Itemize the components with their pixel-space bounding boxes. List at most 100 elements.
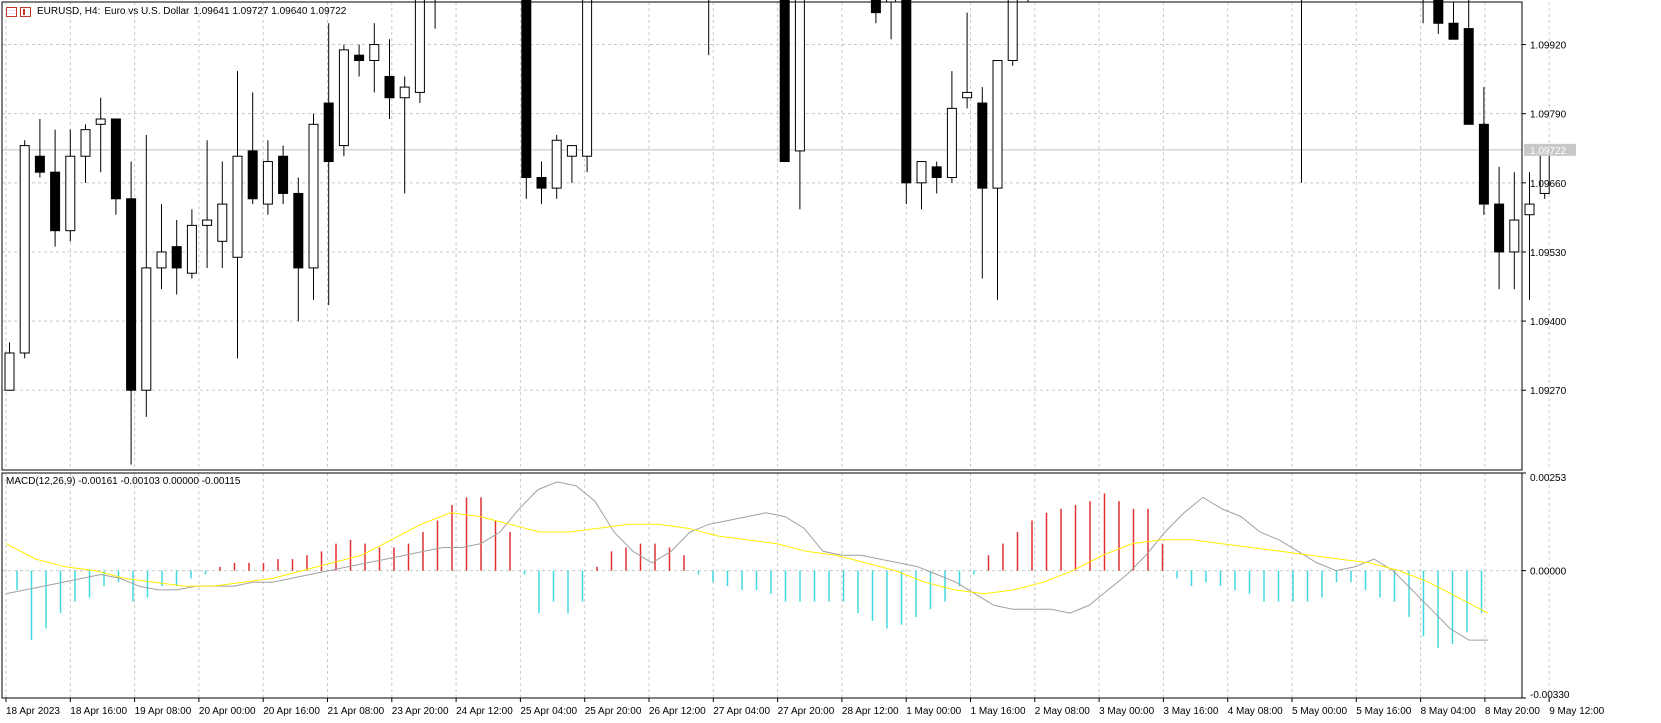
x-tick-label: 3 May 00:00 [1099, 706, 1154, 717]
bear-candle [931, 166, 942, 178]
y-tick-label: 1.09270 [1530, 386, 1567, 397]
bull-candle [794, 0, 805, 152]
price-pane-border [1, 1, 1523, 471]
y-tick-label: 1.09920 [1530, 41, 1567, 52]
x-tick-label: 9 May 12:00 [1549, 706, 1604, 717]
bull-candle [141, 267, 152, 391]
bull-candle [4, 352, 15, 391]
bear-candle [354, 54, 365, 62]
x-tick-label: 21 Apr 08:00 [328, 706, 385, 717]
bull-candle [156, 251, 167, 269]
bull-candle [369, 44, 380, 62]
bear-candle [126, 198, 137, 391]
bear-candle [1494, 203, 1505, 253]
ohlc-values: 1.09641 1.09727 1.09640 1.09722 [193, 6, 347, 17]
macd-label: MACD(12,26,9) [6, 476, 76, 487]
bull-candle [1007, 0, 1018, 61]
bull-candle [202, 219, 213, 226]
symbol-label: EURUSD, H4: [37, 6, 101, 17]
x-tick-label: 19 Apr 08:00 [135, 706, 192, 717]
bull-candle [566, 145, 577, 157]
bull-candle [95, 118, 106, 125]
x-tick-label: 28 Apr 12:00 [842, 706, 899, 717]
x-tick-label: 3 May 16:00 [1163, 706, 1218, 717]
x-tick-label: 24 Apr 12:00 [456, 706, 513, 717]
x-tick-label: 1 May 16:00 [971, 706, 1026, 717]
bull-candle [414, 0, 425, 93]
bull-candle [962, 91, 973, 99]
grid-lines [2, 2, 1550, 698]
bear-candle [1448, 22, 1459, 40]
price-axis: 1.09270 1.09400 1.09530 1.09660 1.09790 1.099… [1522, 41, 1576, 701]
x-tick-label: 2 May 08:00 [1035, 706, 1090, 717]
bear-candle [50, 171, 61, 232]
bull-candle [338, 49, 349, 147]
chart-list-icon[interactable] [6, 7, 17, 17]
bear-candle [1478, 123, 1489, 205]
bull-candle [992, 60, 1003, 189]
bear-candle [901, 0, 912, 184]
x-tick-label: 25 Apr 04:00 [520, 706, 577, 717]
macd-y-tick-label: 0.00000 [1530, 567, 1567, 578]
y-tick-label: 1.09790 [1530, 110, 1567, 121]
x-tick-label: 26 Apr 12:00 [649, 706, 706, 717]
bear-candle [247, 150, 258, 200]
bull-candle [1509, 219, 1520, 253]
bear-candle [521, 0, 532, 179]
bull-candle [217, 203, 228, 242]
x-tick-label: 5 May 00:00 [1292, 706, 1347, 717]
bull-candle [308, 123, 319, 269]
bear-candle [278, 155, 289, 194]
x-tick-label: 27 Apr 20:00 [778, 706, 835, 717]
y-tick-label: 1.09400 [1530, 317, 1567, 328]
bear-candle [34, 155, 45, 173]
symbol-description: Euro vs U.S. Dollar [104, 6, 190, 17]
time-axis: 18 Apr 2023 18 Apr 16:00 19 Apr 08:00 20 Ap… [5, 698, 1605, 717]
bear-candle [1463, 28, 1474, 125]
bull-candle [399, 86, 410, 99]
x-tick-label: 27 Apr 04:00 [713, 706, 770, 717]
bull-candle [65, 155, 76, 232]
bull-candle [551, 139, 562, 189]
x-tick-label: 20 Apr 00:00 [199, 706, 256, 717]
bear-candle [293, 192, 304, 269]
x-tick-label: 18 Apr 16:00 [70, 706, 127, 717]
bear-candle [536, 177, 547, 189]
chart-frame [1, 1, 1523, 699]
x-tick-label: 18 Apr 2023 [6, 706, 60, 717]
indicator-icon[interactable] [20, 7, 31, 17]
current-price-label: 1.09722 [1530, 146, 1567, 157]
y-tick-label: 1.09530 [1530, 248, 1567, 259]
bull-candle [1524, 203, 1535, 216]
macd-pane-border [1, 472, 1523, 699]
bear-candle [171, 246, 182, 269]
x-tick-label: 25 Apr 20:00 [585, 706, 642, 717]
bull-candle [232, 155, 243, 258]
macd-values: -0.00161 -0.00103 0.00000 -0.00115 [78, 476, 241, 487]
macd-y-tick-label: 0.00253 [1530, 473, 1567, 484]
bear-candle [110, 118, 121, 200]
macd-y-tick-label: -0.00330 [1530, 690, 1570, 701]
y-tick-label: 1.09660 [1530, 179, 1567, 190]
x-tick-label: 4 May 08:00 [1228, 706, 1283, 717]
x-tick-label: 5 May 16:00 [1356, 706, 1411, 717]
macd-indicator [5, 481, 1489, 648]
x-tick-label: 20 Apr 16:00 [263, 706, 320, 717]
bear-candle [870, 0, 881, 14]
bull-candle [186, 224, 197, 274]
bull-candle [19, 145, 30, 354]
x-tick-label: 1 May 00:00 [906, 706, 961, 717]
bull-candle [262, 161, 273, 205]
chart-header: EURUSD, H4: Euro vs U.S. Dollar 1.09641 … [6, 6, 346, 18]
macd-header: MACD(12,26,9) -0.00161 -0.00103 0.00000 … [6, 476, 240, 487]
x-tick-label: 8 May 20:00 [1485, 706, 1540, 717]
bull-candle [582, 0, 593, 157]
current-price-badge [1524, 143, 1576, 156]
x-tick-label: 8 May 04:00 [1421, 706, 1476, 717]
signal-line [5, 512, 1489, 614]
bear-candle [977, 102, 988, 189]
x-tick-label: 23 Apr 20:00 [392, 706, 449, 717]
macd-line [5, 481, 1488, 641]
bear-candle [323, 102, 334, 163]
